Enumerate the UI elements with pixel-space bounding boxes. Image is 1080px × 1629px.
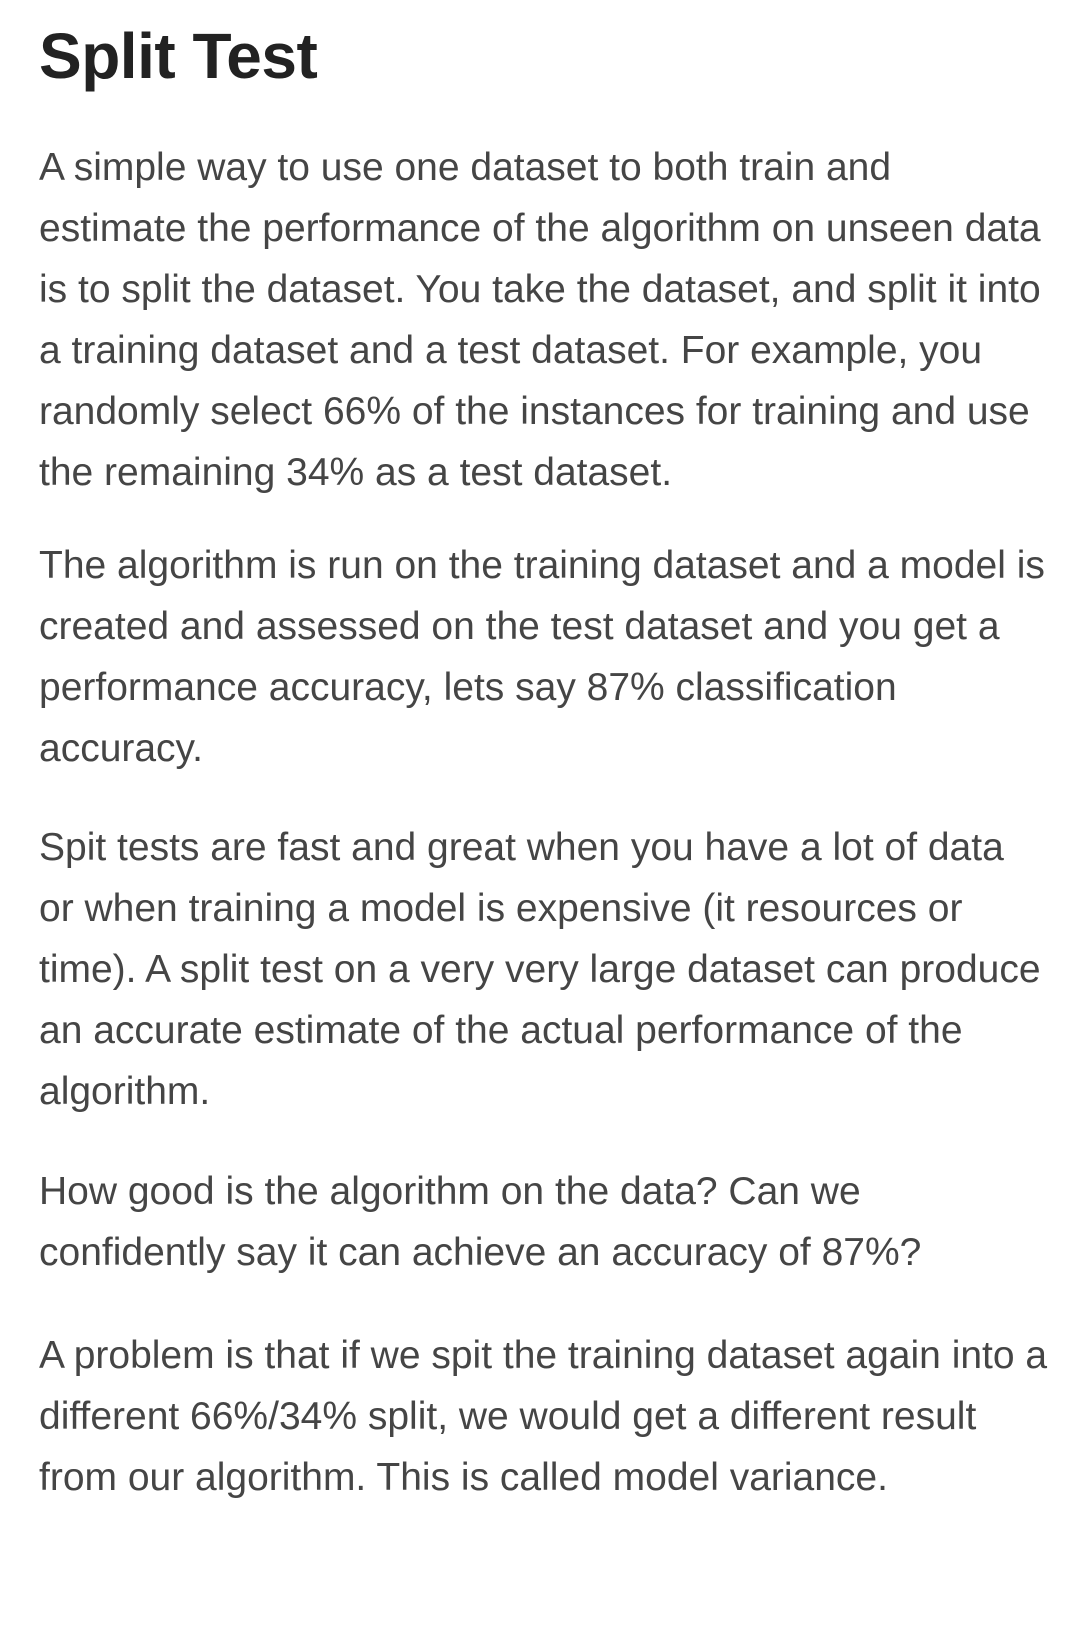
paragraph-model-variance: A problem is that if we spit the trainin… bbox=[39, 1334, 1048, 1499]
paragraph-performance: The algorithm is run on the training dat… bbox=[39, 544, 1045, 770]
paragraph-question: How good is the algorithm on the data? C… bbox=[39, 1170, 922, 1274]
paragraph-split-intro: A simple way to use one dataset to both … bbox=[39, 146, 1041, 494]
paragraph-split-benefits: Spit tests are fast and great when you h… bbox=[39, 826, 1041, 1113]
article-title: Split Test bbox=[39, 20, 318, 92]
